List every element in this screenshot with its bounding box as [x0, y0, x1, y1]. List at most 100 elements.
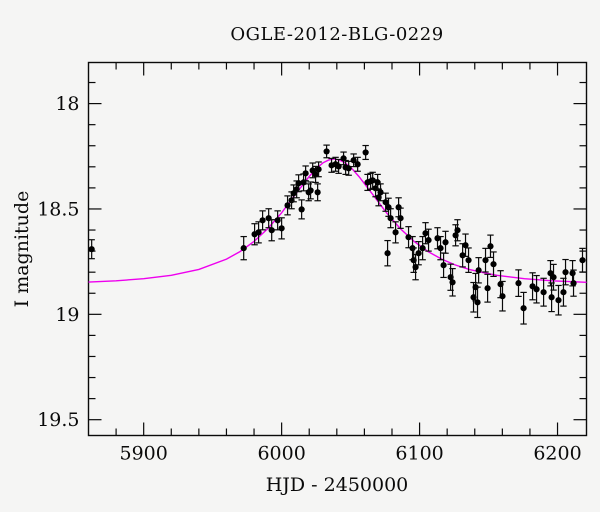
data-point [454, 219, 461, 242]
data-point-marker [415, 250, 422, 257]
data-point [240, 235, 247, 261]
data-point-marker [425, 237, 432, 244]
data-point-marker [259, 217, 266, 224]
data-point [314, 183, 321, 202]
data-point [284, 195, 291, 216]
data-point [259, 210, 266, 231]
data-point-marker [462, 242, 469, 249]
data-point-marker [449, 279, 456, 286]
data-point [268, 219, 275, 242]
x-tick-label: 6200 [533, 443, 581, 465]
data-point-marker [533, 286, 540, 293]
data-point-marker [278, 225, 285, 232]
data-point-marker [362, 149, 369, 156]
data-point-marker [315, 166, 322, 173]
data-point-marker [440, 262, 447, 269]
data-point [515, 269, 522, 298]
data-point [88, 239, 95, 260]
data-point-marker [298, 206, 305, 213]
data-point [302, 165, 309, 182]
data-point [328, 157, 335, 173]
data-point-marker [569, 270, 576, 277]
data-point [307, 181, 314, 200]
data-point-marker [442, 239, 449, 246]
data-point [555, 284, 562, 316]
data-point [540, 277, 547, 307]
data-point [487, 234, 494, 259]
data-point-marker [377, 189, 384, 196]
data-point-marker [295, 180, 302, 187]
data-point [345, 160, 352, 176]
data-point-marker [487, 243, 494, 250]
data-point-marker [515, 280, 522, 287]
y-tick-label: 19 [55, 304, 79, 326]
data-point-marker [560, 289, 567, 296]
data-point-marker [422, 230, 429, 237]
data-point [529, 272, 536, 301]
data-point-marker [540, 289, 547, 296]
data-point [465, 247, 472, 273]
data-point-marker [419, 245, 426, 252]
data-point [335, 158, 342, 174]
x-axis-label: HJD - 2450000 [265, 474, 409, 496]
y-axis-label: I magnitude [11, 190, 33, 308]
x-tick-label: 5900 [120, 443, 168, 465]
data-point [354, 156, 361, 172]
data-point [405, 226, 412, 249]
data-point [315, 161, 322, 178]
data-point-marker [397, 215, 404, 222]
data-point [462, 233, 469, 257]
data-point-marker [490, 261, 497, 268]
data-point-marker [499, 293, 506, 300]
y-tick-label: 18 [55, 93, 79, 115]
data-point-marker [579, 257, 586, 264]
model-curve [88, 158, 587, 283]
data-point-marker [454, 227, 461, 234]
data-point-marker [570, 280, 577, 287]
data-point-marker [392, 229, 399, 236]
data-point [484, 273, 491, 303]
data-point [412, 253, 419, 281]
data-point-marker [374, 179, 381, 186]
data-point-marker [284, 202, 291, 209]
data-point [579, 247, 586, 273]
data-point [440, 252, 447, 279]
data-point [474, 286, 481, 319]
data-point [392, 221, 399, 244]
data-point-marker [354, 161, 361, 168]
data-point-marker [465, 257, 472, 264]
data-points [88, 144, 586, 325]
data-point [520, 291, 527, 325]
data-point [499, 280, 506, 312]
data-point-marker [345, 165, 352, 172]
data-point-marker [555, 297, 562, 304]
data-point-marker [335, 163, 342, 170]
data-point-marker [314, 189, 321, 196]
x-tick-label: 6100 [395, 443, 443, 465]
data-point [298, 199, 305, 220]
data-point [384, 239, 391, 267]
data-point-marker [387, 215, 394, 222]
y-tick-label: 19.5 [37, 409, 79, 431]
data-point [377, 183, 384, 202]
axis-ticks [88, 62, 587, 436]
data-point-marker [550, 274, 557, 281]
data-point-marker [255, 229, 262, 236]
data-point [425, 228, 432, 252]
data-point-marker [482, 257, 489, 264]
data-point-marker [412, 264, 419, 271]
data-point-marker [302, 170, 309, 177]
x-tick-label: 6000 [257, 443, 305, 465]
data-point-marker [312, 171, 319, 178]
data-point-marker [323, 148, 330, 155]
data-point [562, 258, 569, 286]
data-point [419, 235, 426, 261]
data-point-marker [437, 245, 444, 252]
data-point-marker [382, 199, 389, 206]
data-point-marker [405, 234, 412, 241]
data-point-marker [350, 157, 357, 164]
data-point [570, 269, 577, 297]
tick-labels: 5900 6000 6100 6200 18 18.5 19 19.5 [37, 93, 582, 464]
